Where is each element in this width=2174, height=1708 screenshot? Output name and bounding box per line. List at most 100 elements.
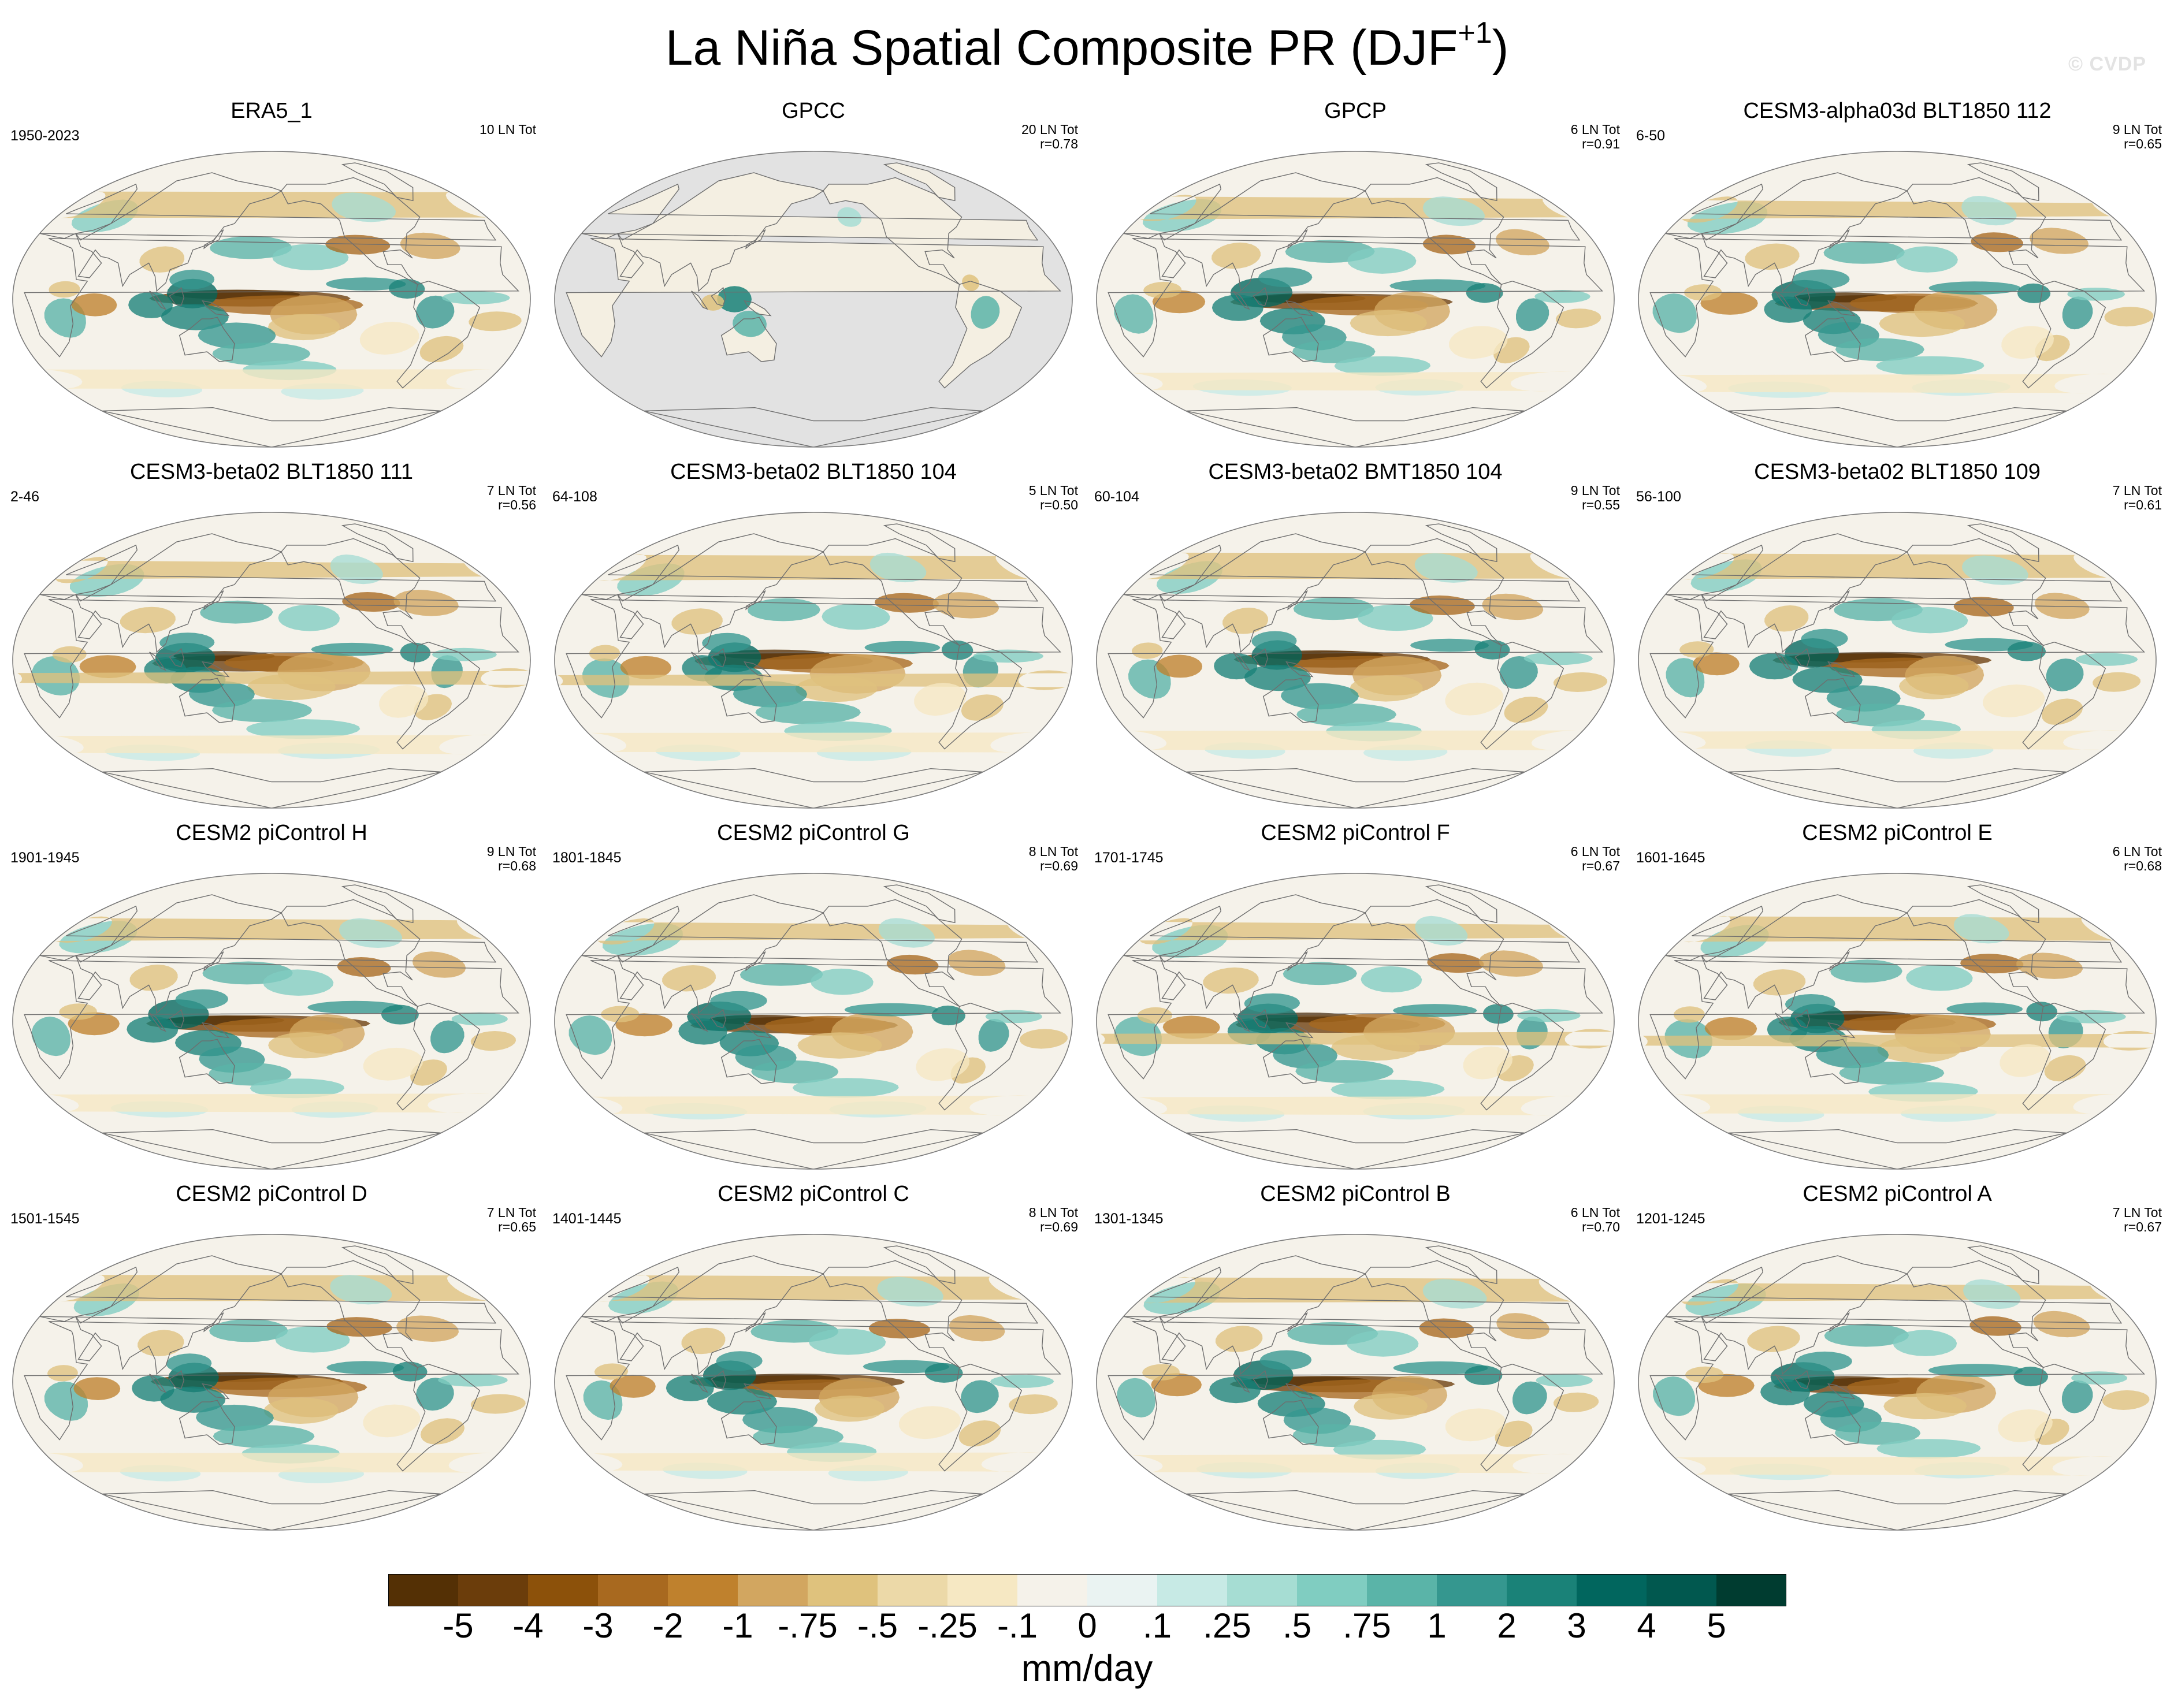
- figure-title-superscript: +1: [1458, 16, 1492, 50]
- map-panel: CESM3-beta02 BLT1850 104 64-108 5 LN Tot r=…: [542, 459, 1085, 817]
- colorbar-tick-label: -.1: [997, 1606, 1038, 1645]
- precip-anomaly-field: [555, 512, 1072, 808]
- colorbar-tick-label: -.25: [917, 1606, 978, 1645]
- map-panel: CESM2 piControl F 1701-1745 6 LN Tot r=0.67: [1084, 820, 1627, 1178]
- precip-anomaly-field: [555, 873, 1072, 1169]
- panel-event-count: 20 LN Tot: [1021, 122, 1078, 137]
- map-panel: CESM2 piControl B 1301-1345 6 LN Tot r=0.70: [1084, 1181, 1627, 1539]
- robinson-map: [1638, 151, 2157, 448]
- precip-anomaly-field: [1638, 512, 2156, 808]
- precip-anomaly-field: [1097, 873, 1614, 1169]
- colorbar-swatch: [1087, 1574, 1158, 1606]
- panel-pattern-correlation: r=0.91: [1582, 136, 1620, 151]
- colorbar-swatch: [808, 1574, 878, 1606]
- colorbar-swatch: [1577, 1574, 1647, 1606]
- panel-title: CESM2 piControl H: [176, 821, 367, 845]
- panel-title: CESM2 piControl C: [718, 1182, 909, 1206]
- colorbar-tick-label: .1: [1142, 1606, 1172, 1645]
- map-panel: CESM2 piControl E 1601-1645 6 LN Tot r=0.68: [1626, 820, 2169, 1178]
- colorbar-swatch: [1647, 1574, 1717, 1606]
- panel-event-count: 5 LN Tot: [1028, 483, 1078, 498]
- map-panel: GPCP 6 LN Tot r=0.91: [1084, 98, 1627, 456]
- precip-anomaly-field: [1638, 1234, 2156, 1530]
- colorbar-tick-label: -1: [722, 1606, 753, 1645]
- panel-title: GPCC: [782, 99, 845, 123]
- panel-stats: 8 LN Tot r=0.69: [1029, 1205, 1078, 1234]
- map-panel: CESM2 piControl G 1801-1845 8 LN Tot r=0.69: [542, 820, 1085, 1178]
- colorbar-tick-label: 1: [1427, 1606, 1447, 1645]
- robinson-map: [12, 873, 531, 1170]
- panel-event-count: 10 LN Tot: [479, 122, 536, 137]
- cvdp-watermark: © CVDP: [2068, 53, 2146, 75]
- panel-pattern-correlation: r=0.50: [1040, 497, 1078, 512]
- panel-title: GPCP: [1324, 99, 1387, 123]
- panel-years: 1801-1845: [552, 850, 622, 866]
- robinson-map: [1638, 512, 2157, 809]
- panel-pattern-correlation: r=0.65: [498, 1219, 536, 1234]
- colorbar-swatch: [947, 1574, 1018, 1606]
- panel-event-count: 7 LN Tot: [486, 1205, 536, 1220]
- precip-anomaly-field: [1638, 873, 2156, 1169]
- colorbar-tick-label: .75: [1343, 1606, 1391, 1645]
- panel-years: 64-108: [552, 489, 597, 505]
- panel-event-count: 8 LN Tot: [1028, 844, 1078, 859]
- map-outline: [12, 1234, 531, 1531]
- colorbar-swatch: [878, 1574, 948, 1606]
- precip-anomaly-field: [13, 512, 530, 808]
- precip-anomaly-field: [13, 1234, 530, 1530]
- colorbar: [388, 1574, 1786, 1606]
- colorbar-swatch: [1507, 1574, 1577, 1606]
- colorbar-units: mm/day: [1021, 1647, 1153, 1689]
- map-outline: [554, 873, 1073, 1170]
- colorbar-tick-label: -.5: [857, 1606, 898, 1645]
- panel-event-count: 9 LN Tot: [1570, 483, 1620, 498]
- panel-pattern-correlation: r=0.67: [2124, 1219, 2162, 1234]
- colorbar-swatch: [738, 1574, 808, 1606]
- panel-event-count: 6 LN Tot: [1570, 1205, 1620, 1220]
- panel-pattern-correlation: r=0.69: [1040, 1219, 1078, 1234]
- map-outline: [1638, 1234, 2157, 1531]
- robinson-map: [12, 1234, 531, 1531]
- panel-stats: 10 LN Tot: [480, 122, 536, 137]
- panel-pattern-correlation: r=0.61: [2124, 497, 2162, 512]
- map-outline: [12, 873, 531, 1170]
- map-panel: CESM3-alpha03d BLT1850 112 6-50 9 LN Tot r=…: [1626, 98, 2169, 456]
- precip-anomaly-field: [1097, 512, 1614, 808]
- panel-title: CESM2 piControl E: [1802, 821, 1993, 845]
- map-panel: CESM3-beta02 BLT1850 111 2-46 7 LN Tot r=0.…: [0, 459, 543, 817]
- robinson-map: [1638, 873, 2157, 1170]
- map-panel: CESM2 piControl A 1201-1245 7 LN Tot r=0.67: [1626, 1181, 2169, 1539]
- panel-years: 2-46: [10, 489, 40, 505]
- panel-stats: 7 LN Tot r=0.65: [487, 1205, 536, 1234]
- map-panel: CESM2 piControl D 1501-1545 7 LN Tot r=0.65: [0, 1181, 543, 1539]
- panel-years: 6-50: [1636, 128, 1666, 144]
- precip-anomaly-field: [555, 151, 1072, 447]
- colorbar-swatch: [598, 1574, 668, 1606]
- map-outline: [1096, 512, 1615, 809]
- map-outline: [554, 151, 1073, 448]
- robinson-map: [1096, 873, 1615, 1170]
- colorbar-swatch: [1367, 1574, 1437, 1606]
- colorbar-tick-label: -5: [443, 1606, 474, 1645]
- figure-title-text: La Niña Spatial Composite PR (DJF: [665, 20, 1458, 76]
- map-panel: CESM3-beta02 BLT1850 109 56-100 7 LN Tot r=…: [1626, 459, 2169, 817]
- precip-anomaly-field: [13, 873, 530, 1169]
- panel-title: CESM3-beta02 BLT1850 111: [129, 460, 414, 484]
- panel-title: ERA5_1: [231, 99, 313, 123]
- panel-years: 1901-1945: [10, 850, 80, 866]
- colorbar-tick-label: -.75: [778, 1606, 838, 1645]
- robinson-map: [1096, 151, 1615, 448]
- map-panel: GPCC 20 LN Tot r=0.78: [542, 98, 1085, 456]
- robinson-map: [554, 873, 1073, 1170]
- colorbar-swatch: [1716, 1574, 1786, 1606]
- panel-stats: 6 LN Tot r=0.68: [2113, 844, 2162, 873]
- panel-event-count: 7 LN Tot: [2112, 483, 2162, 498]
- precip-anomaly-field: [1097, 151, 1614, 447]
- colorbar-tick-label: 2: [1497, 1606, 1517, 1645]
- panel-years: 1401-1445: [552, 1211, 622, 1227]
- map-outline: [1638, 151, 2157, 448]
- panel-years: 1501-1545: [10, 1211, 80, 1227]
- colorbar-tick-label: -4: [512, 1606, 544, 1645]
- panel-stats: 8 LN Tot r=0.69: [1029, 844, 1078, 873]
- colorbar-tick-label: 3: [1567, 1606, 1586, 1645]
